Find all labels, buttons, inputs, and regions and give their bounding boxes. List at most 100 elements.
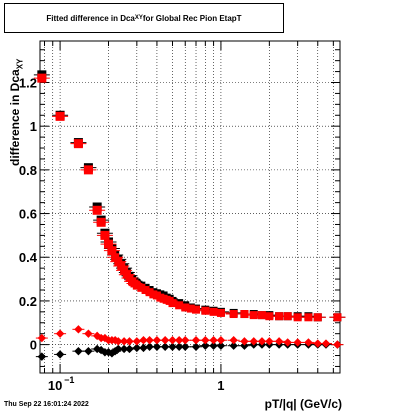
data-point-square	[229, 310, 238, 319]
x-tick-label-exponent: −1	[64, 375, 74, 385]
title-prefix: Fitted difference in Dca	[46, 13, 135, 23]
axes: 0 0.2 0.4 0.6 0.8 1 1.2 10 −1 1	[19, 41, 340, 393]
y-tick-label: 0.4	[19, 250, 38, 265]
data-point-square	[209, 307, 218, 316]
data-point-diamond	[55, 329, 65, 338]
data-point-diamond	[132, 343, 142, 353]
y-tick-label: 1	[30, 119, 37, 134]
data-point-diamond	[92, 331, 102, 341]
data-point-square	[83, 165, 93, 175]
data-point-diamond	[229, 336, 238, 345]
data-point-diamond	[240, 337, 249, 346]
data-point-diamond	[181, 342, 190, 351]
data-point-square	[181, 303, 190, 312]
data-point-diamond	[229, 341, 238, 350]
y-tick-label: 0.2	[19, 294, 37, 309]
chart-title: Fitted difference in Dca XY for Global Re…	[4, 3, 284, 33]
data-point-square	[37, 73, 47, 83]
data-point-square	[168, 299, 177, 308]
data-point-diamond	[240, 341, 249, 350]
data-point-diamond	[293, 338, 302, 347]
data-point-square	[100, 230, 110, 240]
data-point-diamond	[265, 337, 274, 346]
data-point-square	[201, 306, 210, 315]
y-tick-label: 0.6	[19, 207, 37, 222]
x-axis-label: pT/|q| (GeV/c)	[264, 397, 342, 411]
data-point-diamond	[274, 337, 284, 346]
data-point-diamond	[74, 346, 83, 356]
data-point-diamond	[216, 336, 226, 345]
y-axis-label-subscript: XY	[15, 58, 25, 70]
data-point-diamond	[37, 352, 47, 361]
data-point-square	[55, 111, 65, 121]
x-tick-label: 10	[48, 378, 62, 393]
data-point-square	[293, 313, 302, 322]
data-point-diamond	[145, 336, 154, 345]
data-point-square	[216, 308, 225, 317]
data-point-diamond	[174, 336, 184, 345]
data-point-diamond	[257, 337, 267, 346]
data-point-square	[175, 301, 184, 310]
data-point-diamond	[209, 341, 218, 350]
title-suffix: for Global Rec Pion EtapT	[142, 13, 242, 23]
x-tick-label: 1	[217, 378, 224, 393]
data-point-diamond	[333, 340, 342, 349]
data-point-diamond	[174, 342, 184, 351]
y-tick-label: 1.2	[19, 76, 37, 91]
data-point-square	[313, 313, 322, 322]
data-point-square	[304, 313, 313, 322]
data-point-diamond	[168, 336, 177, 345]
data-point-diamond	[304, 338, 313, 347]
data-point-square	[132, 281, 141, 290]
data-point-diamond	[321, 339, 331, 348]
data-point-square	[186, 304, 195, 313]
timestamp: Thu Sep 22 16:01:24 2022	[4, 401, 89, 408]
data-point-diamond	[152, 342, 162, 351]
plot-frame	[39, 40, 341, 374]
data-point-square	[137, 283, 146, 292]
data-point-square	[73, 139, 83, 149]
data-point-diamond	[125, 344, 134, 354]
data-point-diamond	[160, 336, 170, 345]
data-point-square	[249, 311, 258, 320]
y-axis-label-text: difference in Dca	[8, 69, 22, 166]
data-point-diamond	[74, 325, 83, 334]
data-point-square	[104, 239, 114, 249]
y-axis-label: difference in DcaXY	[8, 59, 24, 166]
data-point-diamond	[139, 336, 148, 345]
data-point-square	[265, 312, 274, 321]
data-point-square	[257, 311, 266, 320]
title-subscript: XY	[134, 15, 143, 21]
data-point-diamond	[55, 350, 65, 359]
data-point-diamond	[216, 341, 226, 350]
data-point-diamond	[152, 336, 162, 345]
data-point-square	[240, 310, 249, 319]
data-point-diamond	[191, 342, 201, 351]
data-point-diamond	[283, 338, 292, 347]
data-point-square	[283, 312, 292, 321]
data-point-diamond	[181, 336, 190, 345]
data-point-square	[92, 205, 102, 215]
data-point-square	[117, 261, 126, 270]
data-point-square	[114, 257, 123, 266]
data-point-square	[275, 312, 284, 321]
data-point-square	[333, 313, 342, 322]
data-point-diamond	[209, 336, 218, 345]
data-point-square	[107, 246, 117, 256]
y-tick-label: 0	[30, 338, 37, 353]
data-point-diamond	[201, 336, 210, 345]
data-point-diamond	[139, 343, 148, 353]
data-point-diamond	[160, 342, 170, 351]
data-point-square	[96, 217, 106, 227]
data-point-diamond	[145, 342, 154, 351]
data-point-square	[192, 305, 201, 314]
data-point-diamond	[249, 337, 258, 346]
data-point-diamond	[125, 337, 134, 346]
data-point-square	[111, 253, 120, 262]
data-point-diamond	[132, 337, 142, 346]
data-point-diamond	[37, 333, 47, 343]
data-point-diamond	[168, 342, 177, 351]
data-point-diamond	[201, 341, 210, 350]
data-point-diamond	[191, 336, 201, 345]
